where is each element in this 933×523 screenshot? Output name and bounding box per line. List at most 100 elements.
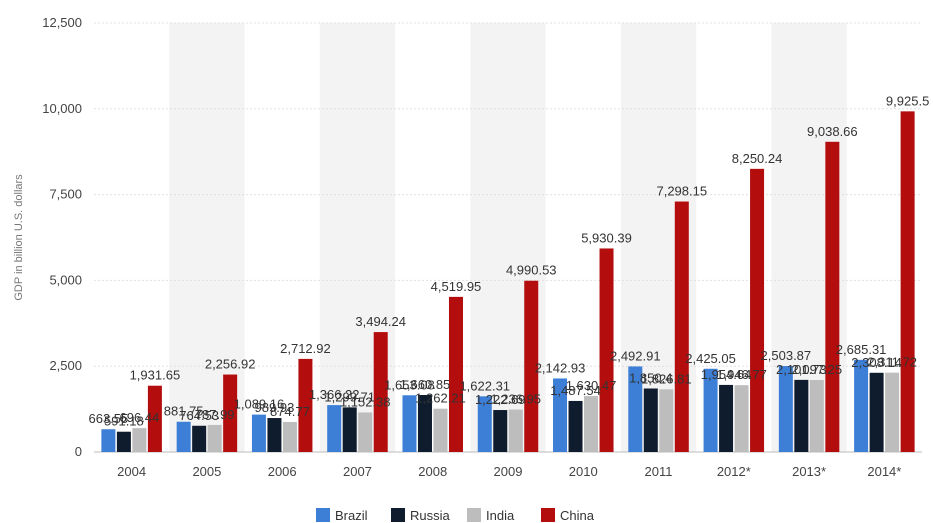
data-label-russia: 1,487.54: [550, 383, 601, 398]
bar-brazil: [176, 421, 191, 452]
bar-india: [132, 428, 147, 452]
data-label-india: 1,152.38: [340, 394, 391, 409]
bar-china: [298, 358, 313, 452]
bar-india: [282, 421, 297, 452]
bar-china: [825, 141, 840, 452]
bar-india: [433, 408, 448, 452]
data-label-russia: 2,101.73: [776, 362, 827, 377]
data-label-russia: 1,660.85: [400, 377, 451, 392]
x-tick-label: 2006: [268, 464, 297, 479]
data-label-china: 1,931.65: [130, 368, 181, 383]
bar-india: [809, 380, 824, 452]
data-label-india: 2,097.25: [792, 362, 843, 377]
bar-russia: [192, 425, 207, 452]
data-label-russia: 989.93: [255, 400, 295, 415]
bar-china: [373, 332, 388, 452]
legend-swatch-india: [467, 508, 481, 522]
data-label-brazil: 881.75: [164, 404, 204, 419]
bar-russia: [869, 372, 884, 452]
data-label-brazil: 2,142.93: [535, 360, 586, 375]
data-label-brazil: 2,685.31: [836, 342, 887, 357]
legend-swatch-brazil: [316, 508, 330, 522]
bar-china: [599, 248, 614, 452]
bar-india: [885, 372, 900, 452]
data-label-india: 1,946.77: [716, 367, 767, 382]
x-tick-label: 2013*: [792, 464, 826, 479]
data-label-china: 4,990.53: [506, 263, 557, 278]
data-label-india: 1,630.47: [566, 378, 617, 393]
bar-india: [508, 409, 523, 452]
data-label-india: 874.77: [270, 404, 310, 419]
bar-brazil: [101, 429, 116, 452]
y-tick-label: 5,000: [49, 272, 82, 287]
data-label-brazil: 1,622.31: [459, 378, 510, 393]
x-tick-label: 2012*: [717, 464, 751, 479]
legend-swatch-china: [541, 508, 555, 522]
data-label-china: 4,519.95: [431, 279, 482, 294]
legend-label-brazil: Brazil: [335, 508, 368, 523]
data-label-india: 1,826.81: [641, 371, 692, 386]
y-tick-label: 10,000: [42, 101, 82, 116]
bar-china: [524, 280, 539, 452]
x-tick-label: 2005: [192, 464, 221, 479]
bar-china: [750, 168, 765, 453]
y-tick-label: 2,500: [49, 358, 82, 373]
x-tick-label: 2009: [494, 464, 523, 479]
legend-label-india: India: [486, 508, 515, 523]
x-tick-label: 2007: [343, 464, 372, 479]
bar-russia: [267, 418, 282, 452]
bar-china: [674, 201, 689, 452]
bar-brazil: [854, 359, 869, 452]
bar-russia: [719, 384, 734, 452]
bar-india: [659, 389, 674, 452]
bar-russia: [794, 379, 809, 452]
data-label-china: 2,256.92: [205, 357, 256, 372]
data-label-russia: 1,222.69: [475, 392, 526, 407]
data-label-india: 787.99: [195, 407, 235, 422]
data-label-russia: 764.53: [179, 408, 219, 423]
data-label-india: 1,262.21: [415, 391, 466, 406]
bar-russia: [643, 388, 658, 452]
data-label-china: 9,925.5: [886, 93, 929, 108]
data-label-russia: 1,954.64: [701, 367, 752, 382]
bars: [101, 111, 915, 453]
data-label-china: 2,712.92: [280, 341, 331, 356]
y-tick-label: 12,500: [42, 15, 82, 30]
data-label-russia: 1,850.4: [629, 370, 672, 385]
x-tick-label: 2014*: [867, 464, 901, 479]
bar-russia: [493, 410, 508, 452]
bar-india: [734, 385, 749, 452]
data-label-china: 3,494.24: [355, 314, 406, 329]
data-label-china: 8,250.24: [732, 151, 783, 166]
legend-label-russia: Russia: [410, 508, 451, 523]
data-label-russia: 591.18: [104, 414, 144, 429]
data-label-brazil: 2,425.05: [685, 351, 736, 366]
x-tick-label: 2010: [569, 464, 598, 479]
x-tick-label: 2008: [418, 464, 447, 479]
legend: Brazil Russia India China: [316, 508, 595, 523]
bar-brazil: [553, 378, 568, 452]
bar-india: [584, 396, 599, 452]
data-label-brazil: 2,492.91: [610, 348, 661, 363]
data-label-brazil: 1,366.22: [309, 387, 360, 402]
bar-india: [358, 412, 373, 452]
bar-brazil: [402, 395, 417, 452]
data-label-brazil: 1,089.16: [234, 397, 285, 412]
bar-russia: [116, 431, 131, 452]
bar-brazil: [327, 405, 342, 452]
bar-russia: [342, 407, 357, 452]
gridlines: [94, 22, 922, 453]
bar-russia: [417, 394, 432, 452]
legend-label-china: China: [560, 508, 595, 523]
y-tick-label: 7,500: [49, 187, 82, 202]
data-label-brazil: 663.55: [89, 411, 129, 426]
bar-china: [223, 374, 238, 452]
data-label-russia: 1,299.71: [324, 389, 375, 404]
data-label-russia: 2,308.14: [851, 355, 902, 370]
bar-china: [900, 111, 915, 452]
data-label-brazil: 2,503.87: [761, 348, 812, 363]
x-tick-label: 2011: [645, 464, 673, 479]
bar-china: [448, 296, 463, 452]
